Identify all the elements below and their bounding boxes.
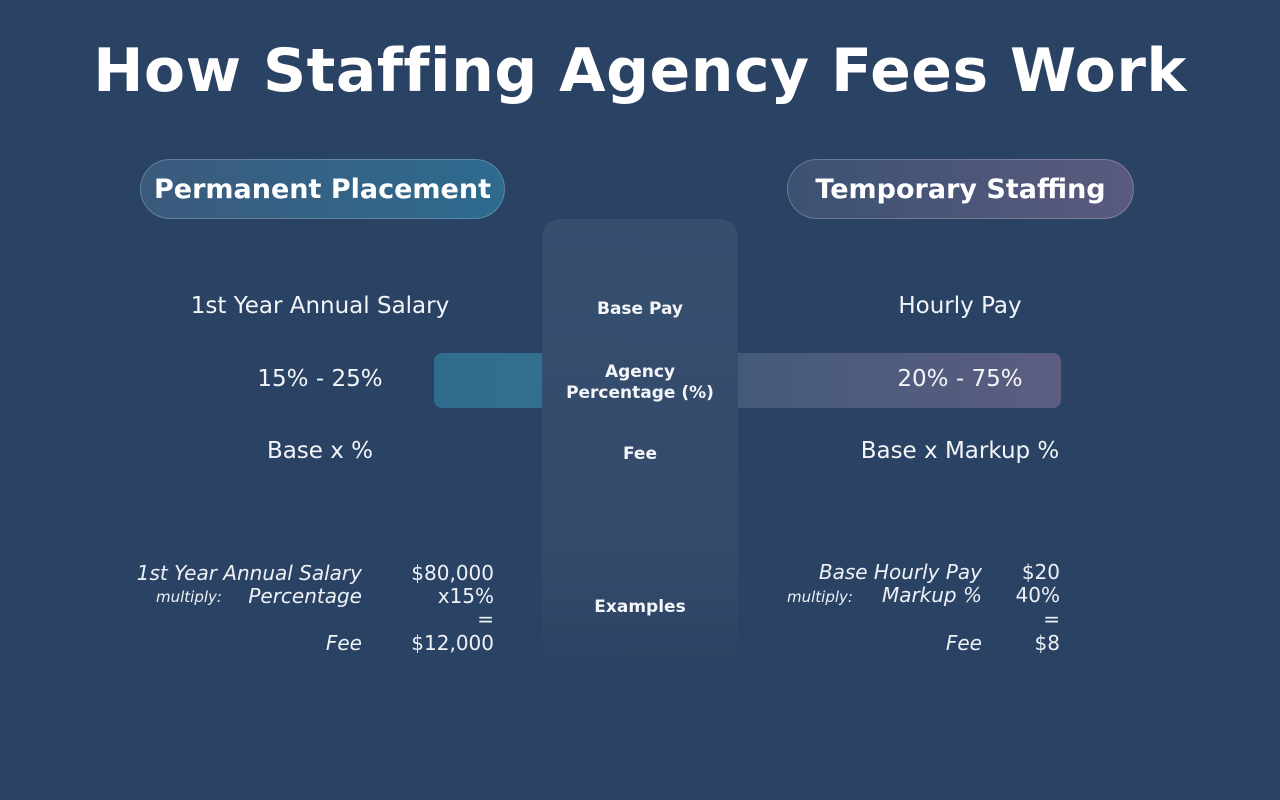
right-percentage-bar bbox=[728, 353, 1061, 408]
left-example-fee-label: Fee bbox=[325, 631, 362, 655]
page-title: How Staffing Agency Fees Work bbox=[93, 36, 1187, 106]
permanent-placement-label: Permanent Placement bbox=[154, 173, 491, 205]
temporary-staffing-header: Temporary Staffing bbox=[787, 159, 1134, 219]
right-example-percentage-value: 40% bbox=[1015, 583, 1060, 607]
left-fee: Base x % bbox=[266, 438, 374, 464]
middle-examples-label: Examples bbox=[594, 597, 686, 617]
right-example-multiply-label: multiply: bbox=[787, 588, 853, 606]
permanent-placement-header: Permanent Placement bbox=[140, 159, 505, 219]
middle-percentage-label: Agency Percentage (%) bbox=[566, 362, 714, 403]
left-example-fee-value: $12,000 bbox=[411, 631, 494, 655]
left-example-equals: = bbox=[477, 607, 494, 631]
left-example-percentage-value: x15% bbox=[437, 584, 494, 608]
middle-fee-label: Fee bbox=[623, 444, 657, 464]
right-fee: Base x Markup % bbox=[860, 438, 1060, 464]
left-example-base-label: 1st Year Annual Salary bbox=[136, 561, 362, 585]
right-example-base-value: $20 bbox=[1021, 560, 1060, 584]
left-example-multiply-label: multiply: bbox=[156, 588, 222, 606]
right-example-fee-value: $8 bbox=[1034, 631, 1060, 655]
left-percentage: 15% - 25% bbox=[257, 366, 383, 392]
right-example-equals: = bbox=[1043, 607, 1060, 631]
left-example-base-value: $80,000 bbox=[411, 561, 494, 585]
right-base: Hourly Pay bbox=[898, 293, 1022, 319]
right-example-fee-label: Fee bbox=[945, 631, 982, 655]
middle-base-label: Base Pay bbox=[596, 299, 684, 319]
right-percentage: 20% - 75% bbox=[897, 366, 1023, 392]
center-comparison-column bbox=[542, 219, 738, 669]
right-example-base-label: Base Hourly Pay bbox=[818, 560, 982, 584]
left-base: 1st Year Annual Salary bbox=[190, 293, 450, 319]
temporary-staffing-label: Temporary Staffing bbox=[815, 173, 1106, 205]
left-percentage-bar bbox=[434, 353, 554, 408]
right-example-percentage-label: Markup % bbox=[881, 583, 982, 607]
left-example-percentage-label: Percentage bbox=[248, 584, 362, 608]
